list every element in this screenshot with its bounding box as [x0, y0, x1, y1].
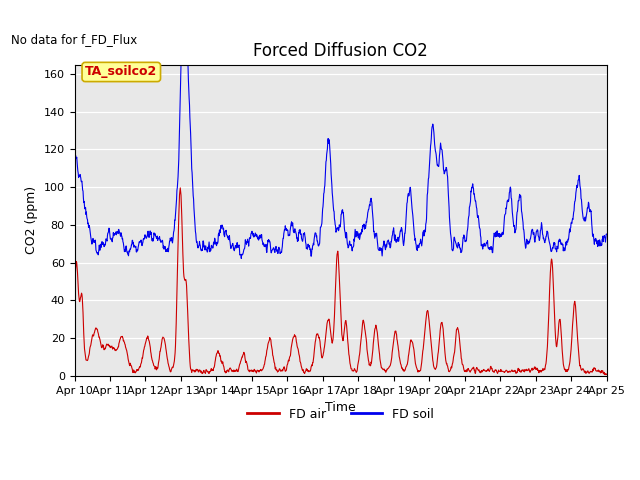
Text: TA_soilco2: TA_soilco2 — [85, 65, 157, 78]
Y-axis label: CO2 (ppm): CO2 (ppm) — [25, 186, 38, 254]
Text: No data for f_FD_Flux: No data for f_FD_Flux — [11, 33, 137, 46]
X-axis label: Time: Time — [325, 401, 356, 414]
Legend: FD air, FD soil: FD air, FD soil — [243, 403, 439, 426]
Title: Forced Diffusion CO2: Forced Diffusion CO2 — [253, 42, 428, 60]
